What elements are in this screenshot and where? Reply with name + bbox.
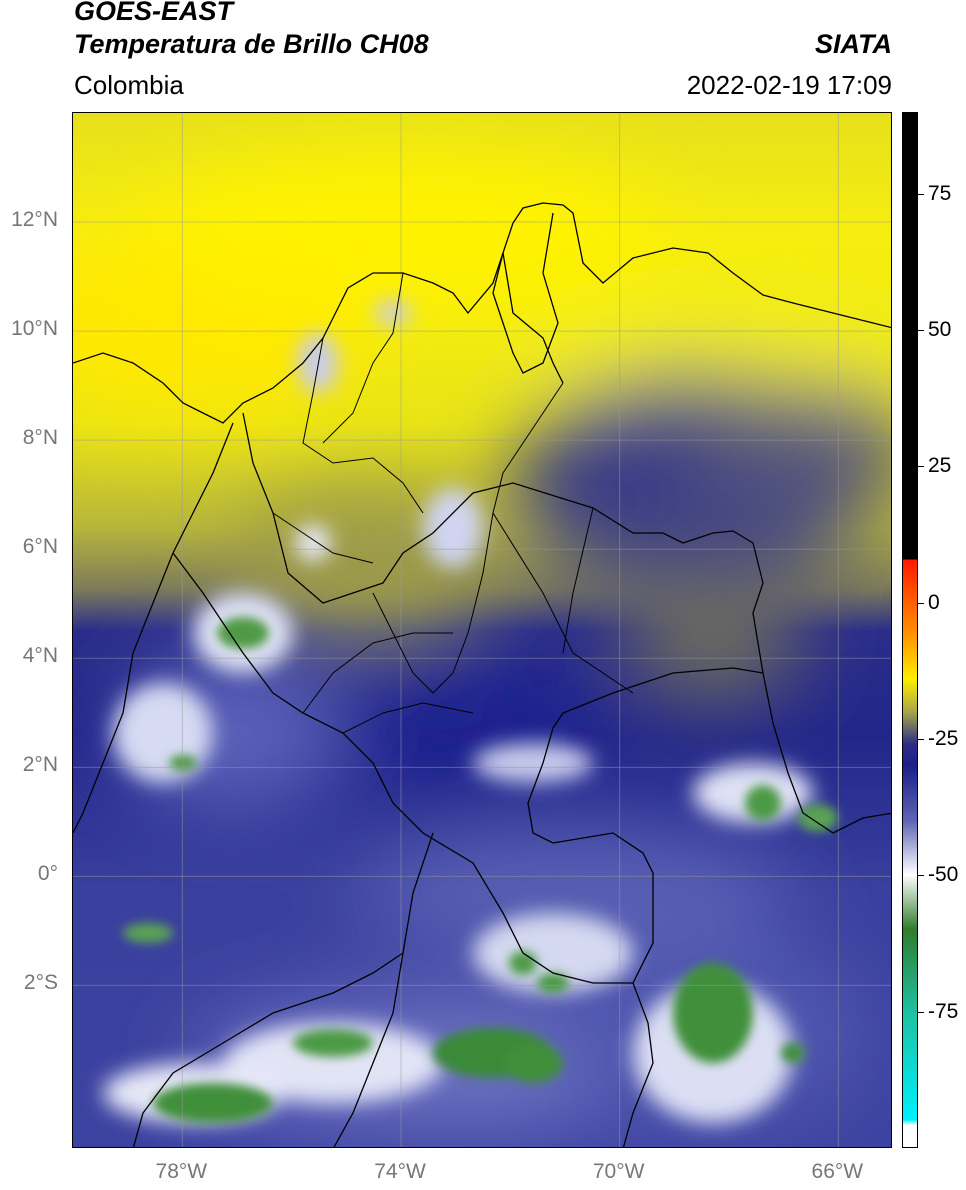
lon-tick-label: 70°W [592,1160,645,1183]
colorbar-tick-label: 25 [928,454,952,478]
colorbar-tick-label: 75 [928,181,952,205]
lat-tick-label: 10°N [11,317,58,341]
lat-tick-label: 12°N [11,208,58,232]
datetime-label: 2022-02-19 17:09 [686,70,892,100]
lon-tick-label: 66°W [811,1160,864,1183]
cold-cloud-tops [103,301,813,1123]
colorbar-tick [918,466,924,468]
lat-tick-label: 4°N [22,644,58,668]
colorbar-tick-label: -75 [928,999,959,1023]
colorbar-tick [918,739,924,741]
lat-tick-label: 6°N [22,535,58,559]
lon-tick-label: 78°W [155,1160,208,1183]
colorbar-tick [918,1011,924,1013]
temperature-colorbar [902,112,918,1148]
coastline-and-borders [73,202,891,1147]
lat-tick-label: 0° [37,862,58,886]
lat-tick-label: 8°N [22,426,58,450]
colorbar-tick [918,193,924,195]
colorbar-tick [918,330,924,332]
agency-label: SIATA [815,29,892,59]
product-title: Temperatura de Brillo CH08 [74,29,429,59]
colorbar-tick [918,875,924,877]
colorbar-tick-label: -50 [928,863,959,887]
lat-tick-label: 2°N [22,753,58,777]
region-label: Colombia [74,70,184,100]
satellite-map[interactable] [72,112,892,1148]
very-cold-cells [123,617,838,1123]
lon-tick-label: 74°W [374,1160,426,1183]
colorbar-tick-label: 0 [928,590,940,614]
satellite-title: GOES-EAST [74,0,234,26]
lat-tick-label: 2°S [23,971,58,995]
colorbar-tick [918,602,924,604]
colorbar-tick-label: 50 [928,318,952,342]
colorbar-tick-label: -25 [928,727,959,751]
map-canvas [73,113,891,1147]
